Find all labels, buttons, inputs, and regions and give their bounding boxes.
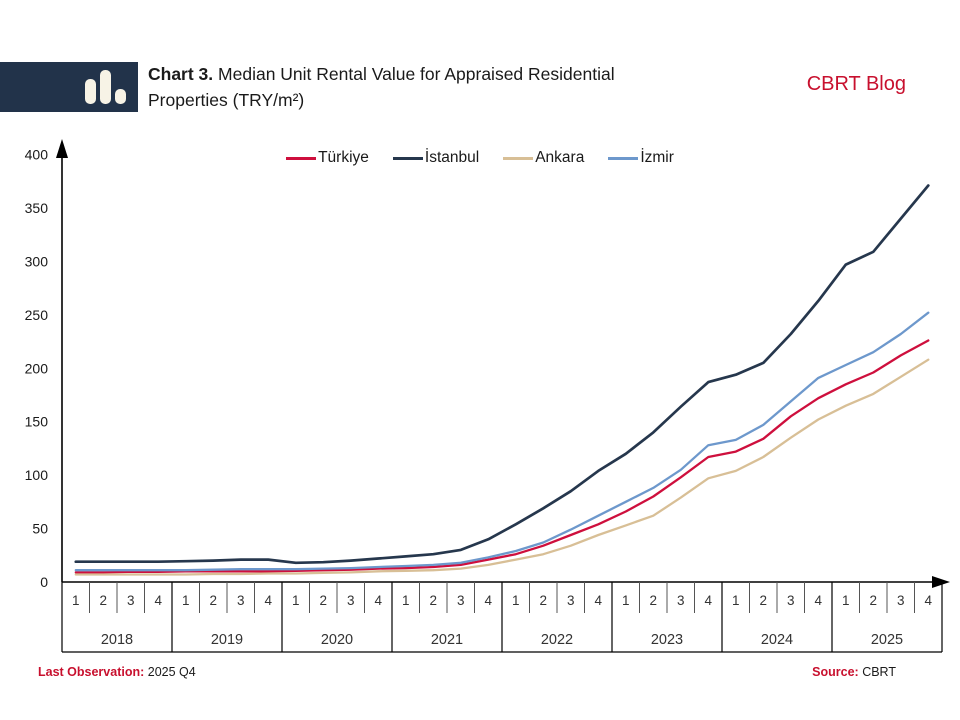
chart-title-line2: Properties (TRY/m²) <box>148 90 305 110</box>
x-axis-arrow-icon <box>932 576 950 588</box>
quarter-cell-label: 1 <box>182 593 190 608</box>
year-label: 2018 <box>101 632 133 648</box>
quarter-cell-label: 3 <box>787 593 795 608</box>
quarter-cell-label: 1 <box>72 593 80 608</box>
quarter-cell-label: 3 <box>567 593 575 608</box>
quarter-cell-label: 3 <box>127 593 135 608</box>
quarter-cell-label: 2 <box>319 593 327 608</box>
quarter-cell-label: 4 <box>704 593 712 608</box>
bar-chart-icon <box>85 70 126 104</box>
y-axis-arrow-icon <box>56 139 68 158</box>
quarter-cell-label: 4 <box>924 593 932 608</box>
y-tick-label: 300 <box>25 253 49 269</box>
legend-swatch-0 <box>286 156 317 160</box>
last-observation: Last Observation: 2025 Q4 <box>38 665 196 679</box>
legend-label-3: İzmir <box>640 149 674 166</box>
cbrt-logo <box>0 62 138 112</box>
quarter-cell-label: 2 <box>649 593 657 608</box>
year-label: 2020 <box>321 632 353 648</box>
year-label: 2019 <box>211 632 243 648</box>
quarter-cell-label: 2 <box>539 593 547 608</box>
legend-label-2: Ankara <box>535 149 585 166</box>
quarter-cell-label: 1 <box>732 593 740 608</box>
cbrt-blog-link[interactable]: CBRT Blog <box>806 73 906 95</box>
y-tick-label: 350 <box>25 200 49 216</box>
quarter-cell-label: 4 <box>374 593 382 608</box>
quarter-cell-label: 3 <box>237 593 245 608</box>
legend-item-0: Türkiye <box>286 149 369 167</box>
legend-label-1: İstanbul <box>424 149 480 166</box>
year-label: 2021 <box>431 632 463 648</box>
quarter-cell-label: 3 <box>457 593 465 608</box>
source-value: CBRT <box>862 665 896 679</box>
legend-swatch-1 <box>392 156 423 160</box>
y-tick-label: 250 <box>25 307 49 323</box>
quarter-cell-label: 4 <box>484 593 492 608</box>
source: Source: CBRT <box>812 665 896 679</box>
year-label: 2023 <box>651 632 683 648</box>
y-tick-label: 0 <box>40 574 48 590</box>
year-label: 2024 <box>761 632 793 648</box>
series-line-1 <box>74 184 930 565</box>
chart-title-line1: Median Unit Rental Value for Appraised R… <box>218 64 615 84</box>
quarter-cell-label: 1 <box>292 593 300 608</box>
legend-swatch-3 <box>608 156 639 160</box>
chart-title: Chart 3. Median Unit Rental Value for Ap… <box>148 61 768 113</box>
series-line-2 <box>74 358 930 576</box>
legend-label-0: Türkiye <box>318 149 369 166</box>
y-tick-label: 200 <box>25 360 49 376</box>
y-tick-label: 150 <box>25 414 49 430</box>
year-label: 2022 <box>541 632 573 648</box>
quarter-cell-label: 1 <box>622 593 630 608</box>
y-tick-label: 50 <box>32 521 48 537</box>
chart-canvas: 0 50 100 150 200 250 300 350 400 1 2 3 4 1 2 3 4 1 2 3 4 1 2 3 4… <box>25 139 950 653</box>
quarter-cell-label: 1 <box>402 593 410 608</box>
chart-legend: Türkiye İstanbul Ankara İzmir <box>0 149 960 167</box>
quarter-cell-label: 4 <box>154 593 162 608</box>
source-label: Source: <box>812 665 859 679</box>
legend-item-1: İstanbul <box>392 149 480 167</box>
y-tick-label: 100 <box>25 467 49 483</box>
legend-swatch-2 <box>503 156 534 160</box>
quarter-cell-label: 2 <box>869 593 877 608</box>
series-line-3 <box>74 311 930 572</box>
chart-number: Chart 3. <box>148 64 214 84</box>
year-label: 2025 <box>871 632 903 648</box>
quarter-cell-label: 3 <box>897 593 905 608</box>
quarter-cell-label: 2 <box>209 593 217 608</box>
quarter-cell-label: 2 <box>99 593 107 608</box>
quarter-cell-label: 2 <box>759 593 767 608</box>
quarter-cell-label: 3 <box>677 593 685 608</box>
quarter-cell-label: 4 <box>814 593 822 608</box>
y-tick-label: 400 <box>25 147 49 163</box>
quarter-cell-label: 4 <box>594 593 602 608</box>
quarter-cell-label: 3 <box>347 593 355 608</box>
quarter-cell-label: 2 <box>429 593 437 608</box>
last-observation-value: 2025 Q4 <box>147 665 196 679</box>
quarter-cell-label: 1 <box>842 593 850 608</box>
legend-item-2: Ankara <box>503 149 584 167</box>
quarter-cell-label: 1 <box>512 593 520 608</box>
legend-item-3: İzmir <box>608 149 674 167</box>
series-line-0 <box>74 339 930 574</box>
quarter-cell-label: 4 <box>264 593 272 608</box>
last-observation-label: Last Observation: <box>38 665 145 679</box>
